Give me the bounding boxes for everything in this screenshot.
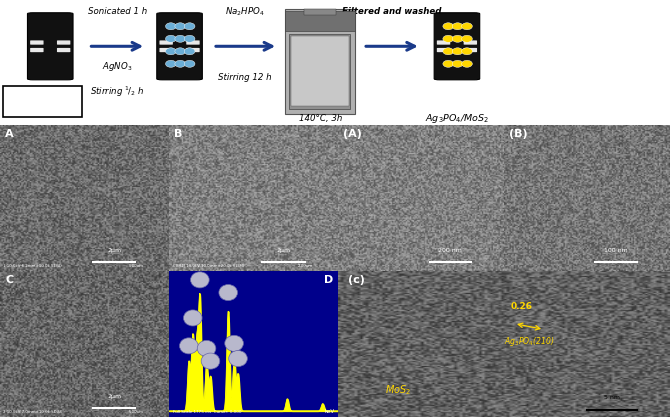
FancyBboxPatch shape	[57, 40, 70, 45]
Text: Full Scale 1775 cts  Cursor: 0.000: Full Scale 1775 cts Cursor: 0.000	[173, 409, 241, 414]
Ellipse shape	[165, 23, 176, 30]
Text: 1 10.0kV 6.2mm×10.0k SE(U): 1 10.0kV 6.2mm×10.0k SE(U)	[3, 264, 62, 268]
Circle shape	[184, 310, 202, 326]
FancyBboxPatch shape	[27, 13, 73, 80]
Ellipse shape	[443, 48, 454, 55]
Text: Ag$_3$PO$_4$/MoS$_2$: Ag$_3$PO$_4$/MoS$_2$	[425, 112, 489, 126]
FancyBboxPatch shape	[30, 48, 44, 52]
Text: D: D	[324, 276, 333, 285]
Ellipse shape	[462, 23, 472, 30]
Text: MoS$_2$: MoS$_2$	[27, 94, 58, 108]
Text: C: C	[5, 276, 13, 285]
Text: keV: keV	[325, 409, 335, 414]
Ellipse shape	[184, 48, 195, 55]
Text: Stirring 12 h: Stirring 12 h	[218, 73, 272, 82]
Text: MoS$_2$: MoS$_2$	[385, 384, 411, 397]
Ellipse shape	[175, 60, 186, 67]
Text: 2μm: 2μm	[107, 248, 121, 253]
Text: (A): (A)	[343, 130, 362, 139]
Circle shape	[180, 338, 198, 354]
Ellipse shape	[165, 60, 176, 67]
Text: Stirring $^1\!/_2$ h: Stirring $^1\!/_2$ h	[90, 84, 144, 98]
FancyBboxPatch shape	[159, 48, 173, 52]
Ellipse shape	[175, 48, 186, 55]
Bar	[289, 34, 350, 109]
Ellipse shape	[443, 35, 454, 42]
Text: (B): (B)	[509, 130, 528, 139]
Text: 0.26: 0.26	[511, 302, 533, 311]
Text: Filtered and washed: Filtered and washed	[342, 7, 442, 16]
Ellipse shape	[184, 23, 195, 30]
Bar	[285, 11, 355, 31]
Ellipse shape	[165, 35, 176, 42]
Ellipse shape	[184, 60, 195, 67]
Bar	[285, 9, 355, 114]
Text: Ag$_3$PO$_4$(210): Ag$_3$PO$_4$(210)	[505, 335, 555, 348]
Ellipse shape	[452, 35, 463, 42]
Circle shape	[197, 340, 216, 357]
FancyBboxPatch shape	[464, 48, 477, 52]
Ellipse shape	[175, 23, 186, 30]
Text: 140°C, 3h: 140°C, 3h	[299, 114, 342, 123]
Text: 5 nm: 5 nm	[604, 395, 620, 400]
Bar	[291, 36, 349, 106]
FancyBboxPatch shape	[57, 48, 70, 52]
Text: CBH4J 10.0kV 10.0mm×20.0k SE(M): CBH4J 10.0kV 10.0mm×20.0k SE(M)	[173, 264, 244, 268]
Circle shape	[219, 284, 237, 301]
FancyBboxPatch shape	[159, 40, 173, 45]
Circle shape	[190, 272, 209, 288]
Text: 2μm: 2μm	[276, 248, 290, 253]
Text: AgNO$_3$: AgNO$_3$	[102, 60, 133, 73]
Ellipse shape	[452, 23, 463, 30]
FancyBboxPatch shape	[437, 40, 450, 45]
FancyBboxPatch shape	[3, 86, 82, 117]
Text: 5.00um: 5.00um	[129, 410, 144, 414]
Text: Na$_2$HPO$_4$: Na$_2$HPO$_4$	[225, 5, 265, 18]
Circle shape	[201, 353, 220, 369]
FancyBboxPatch shape	[437, 48, 450, 52]
Ellipse shape	[184, 35, 195, 42]
Text: 2μm: 2μm	[107, 394, 121, 399]
Text: 100 nm: 100 nm	[604, 248, 628, 253]
Bar	[304, 9, 336, 15]
Text: (c): (c)	[348, 276, 365, 285]
FancyBboxPatch shape	[30, 40, 44, 45]
Circle shape	[225, 335, 243, 352]
FancyBboxPatch shape	[186, 40, 200, 45]
Ellipse shape	[165, 48, 176, 55]
Ellipse shape	[452, 60, 463, 67]
Text: 2.00um: 2.00um	[298, 264, 313, 268]
FancyBboxPatch shape	[464, 40, 477, 45]
Text: 3 10.0kV 7.0mm×10.0k SD(U): 3 10.0kV 7.0mm×10.0k SD(U)	[3, 410, 63, 414]
Text: A: A	[5, 130, 13, 139]
Text: B: B	[174, 130, 183, 139]
Text: D: D	[0, 416, 1, 417]
Ellipse shape	[462, 48, 472, 55]
Ellipse shape	[452, 48, 463, 55]
Text: Sonicated 1 h: Sonicated 1 h	[88, 7, 147, 16]
Ellipse shape	[462, 60, 472, 67]
FancyBboxPatch shape	[186, 48, 200, 52]
Text: 200 nm: 200 nm	[438, 248, 462, 253]
Text: 5.00um: 5.00um	[129, 264, 144, 268]
FancyBboxPatch shape	[434, 13, 480, 80]
Ellipse shape	[462, 35, 472, 42]
Ellipse shape	[175, 35, 186, 42]
Ellipse shape	[443, 60, 454, 67]
Ellipse shape	[443, 23, 454, 30]
FancyBboxPatch shape	[157, 13, 202, 80]
Circle shape	[228, 351, 247, 367]
